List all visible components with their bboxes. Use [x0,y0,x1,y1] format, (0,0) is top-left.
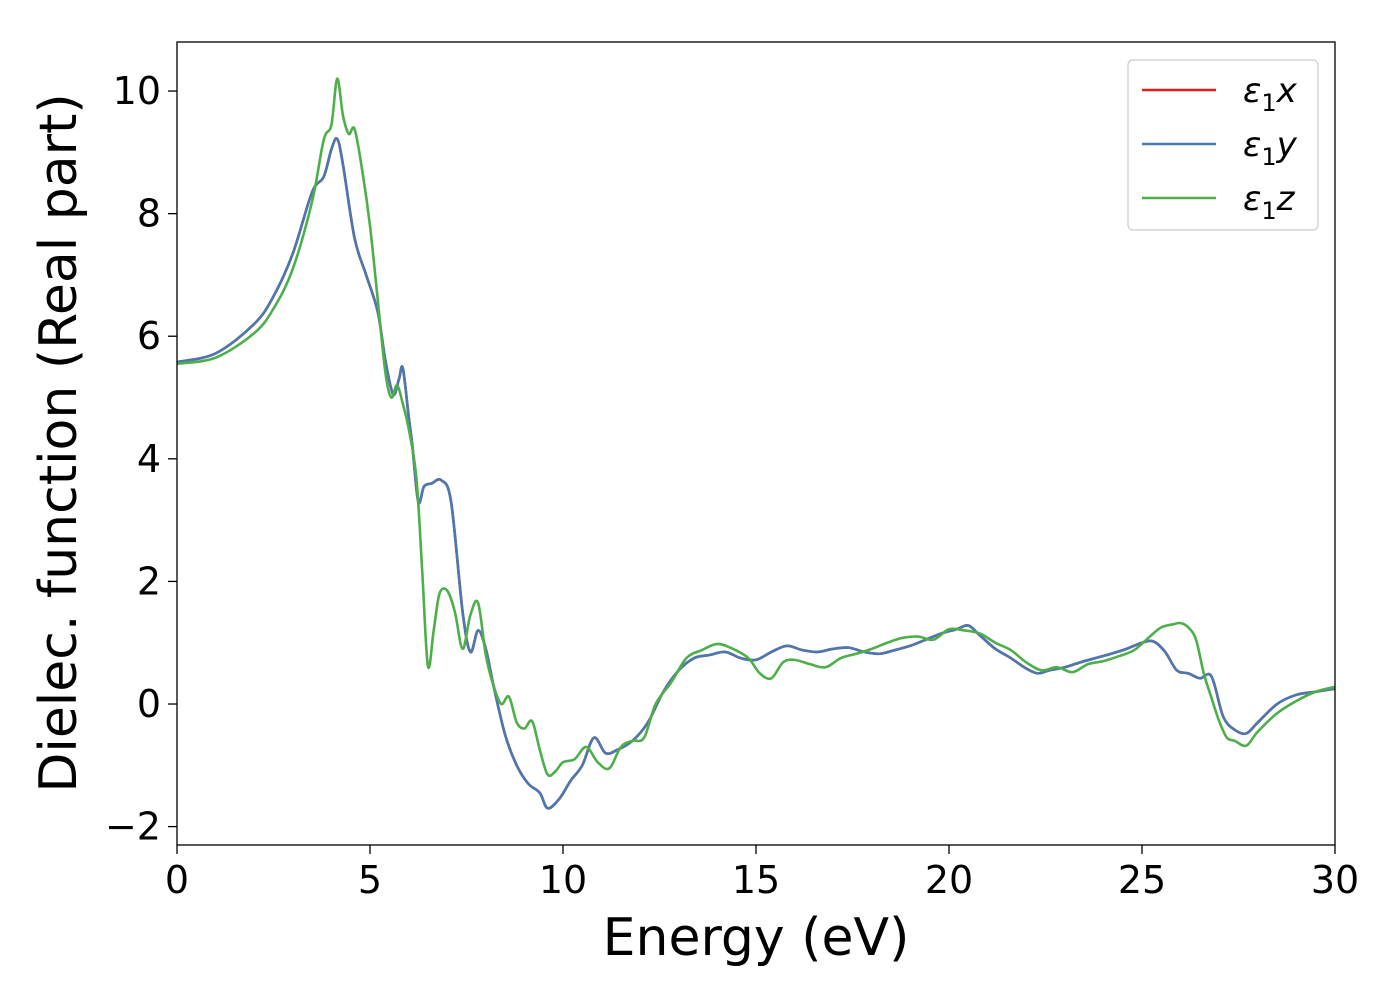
x-tick-label: 20 [925,858,973,902]
x-axis-title: Energy (eV) [603,908,910,968]
legend-label-epsilon1-y: ε1y [1243,125,1298,171]
legend-symbol: ε [1243,71,1261,111]
y-axis-title: Dielec. function (Real part) [29,93,89,792]
y-tick-label: 8 [137,192,161,236]
x-tick-label: 10 [539,858,587,902]
legend-subscript: 1 [1261,89,1276,117]
y-tick-label: 6 [137,314,161,358]
x-tick-label: 0 [165,858,189,902]
legend-label-epsilon1-z: ε1z [1243,179,1296,225]
legend-variable: x [1276,71,1298,111]
legend-subscript: 1 [1261,143,1276,171]
legend-variable: z [1276,179,1296,219]
series-layer [177,77,1335,810]
y-tick-label: 10 [113,69,161,113]
y-tick-label: −2 [105,805,161,849]
x-tick-label: 25 [1118,858,1166,902]
y-axis: −2 0 2 4 6 8 10 [105,69,177,849]
legend-box [1127,59,1319,231]
x-tick-label: 5 [358,858,382,902]
x-axis: 0 5 10 15 20 25 30 [165,845,1359,902]
legend-symbol: ε [1243,179,1261,219]
x-tick-label: 30 [1311,858,1359,902]
x-tick-label: 15 [732,858,780,902]
y-tick-label: 2 [137,559,161,603]
legend-variable: y [1276,125,1298,165]
legend-subscript: 1 [1261,197,1276,225]
legend-symbol: ε [1243,125,1261,165]
legend-label-epsilon1-x: ε1x [1243,71,1298,117]
y-tick-label: 4 [137,437,161,481]
series-line-epsilon1-z [177,77,1335,778]
y-tick-label: 0 [137,682,161,726]
series-line-epsilon1-y [177,137,1335,810]
